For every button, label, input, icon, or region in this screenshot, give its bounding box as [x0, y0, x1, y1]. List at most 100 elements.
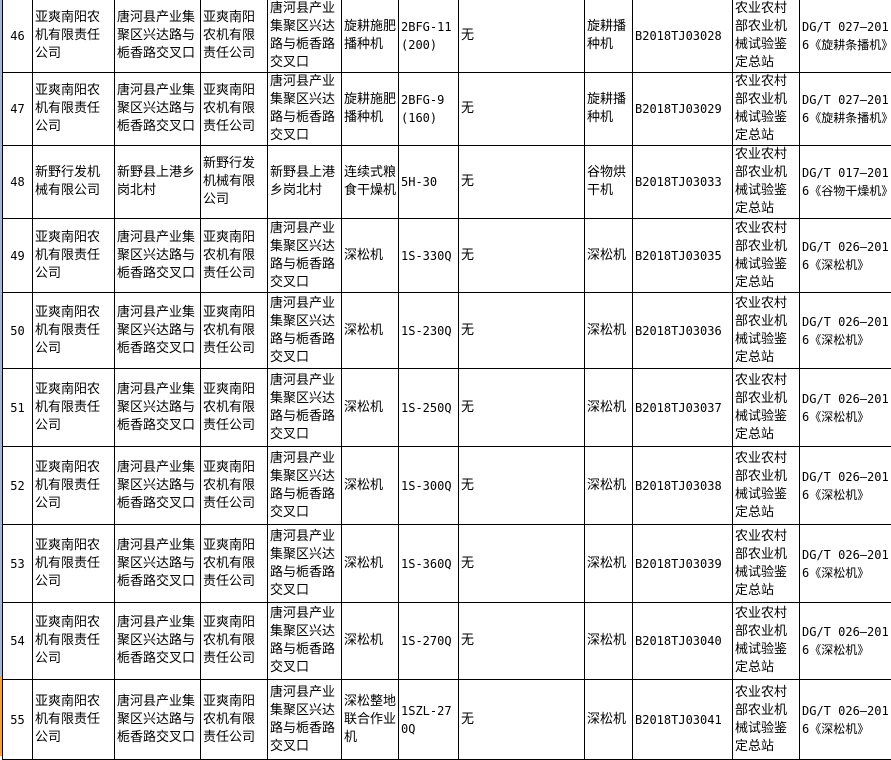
category-cell[interactable]: 深松机: [585, 293, 633, 369]
company-name-cell[interactable]: 亚爽南阳农机有限责任公司: [33, 219, 115, 293]
row-number-cell[interactable]: 52: [3, 447, 33, 525]
certificate-number-cell[interactable]: B2018TJ03028: [633, 0, 733, 73]
standard-cell[interactable]: DG/T 026—2016《深松机》: [800, 293, 891, 369]
testing-organization-cell[interactable]: 农业农村部农业机械试验鉴定总站: [733, 447, 800, 525]
certificate-number-cell[interactable]: B2018TJ03029: [633, 73, 733, 146]
category-cell[interactable]: 旋耕播种机: [585, 73, 633, 146]
manufacturer-cell[interactable]: 新野行发机械有限公司: [201, 146, 268, 219]
standard-cell[interactable]: DG/T 026—2016《深松机》: [800, 603, 891, 680]
company-name-cell[interactable]: 新野行发机械有限公司: [33, 146, 115, 219]
manufacturer-address-cell[interactable]: 唐河县产业集聚区兴达路与栀香路交叉口: [268, 0, 342, 73]
testing-organization-cell[interactable]: 农业农村部农业机械试验鉴定总站: [733, 0, 800, 73]
category-cell[interactable]: 深松机: [585, 219, 633, 293]
standard-cell[interactable]: DG/T 026—2016《深松机》: [800, 219, 891, 293]
product-name-cell[interactable]: 深松机: [342, 525, 399, 603]
certificate-number-cell[interactable]: B2018TJ03038: [633, 447, 733, 525]
standard-cell[interactable]: DG/T 017—2016《谷物干燥机》: [800, 146, 891, 219]
manufacturer-cell[interactable]: 亚爽南阳农机有限责任公司: [201, 219, 268, 293]
certificate-number-cell[interactable]: B2018TJ03035: [633, 219, 733, 293]
standard-cell[interactable]: DG/T 026—2016《深松机》: [800, 369, 891, 447]
product-name-cell[interactable]: 深松机: [342, 369, 399, 447]
certificate-number-cell[interactable]: B2018TJ03040: [633, 603, 733, 680]
product-model-cell[interactable]: 1S-360Q: [399, 525, 459, 603]
company-name-cell[interactable]: 亚爽南阳农机有限责任公司: [33, 680, 115, 760]
certificate-number-cell[interactable]: B2018TJ03036: [633, 293, 733, 369]
manufacturer-address-cell[interactable]: 唐河县产业集聚区兴达路与栀香路交叉口: [268, 73, 342, 146]
company-name-cell[interactable]: 亚爽南阳农机有限责任公司: [33, 293, 115, 369]
row-number-cell[interactable]: 46: [3, 0, 33, 73]
testing-organization-cell[interactable]: 农业农村部农业机械试验鉴定总站: [733, 219, 800, 293]
company-name-cell[interactable]: 亚爽南阳农机有限责任公司: [33, 603, 115, 680]
row-number-cell[interactable]: 54: [3, 603, 33, 680]
company-address-cell[interactable]: 新野县上港乡岗北村: [115, 146, 201, 219]
company-name-cell[interactable]: 亚爽南阳农机有限责任公司: [33, 73, 115, 146]
company-address-cell[interactable]: 唐河县产业集聚区兴达路与栀香路交叉口: [115, 0, 201, 73]
company-address-cell[interactable]: 唐河县产业集聚区兴达路与栀香路交叉口: [115, 219, 201, 293]
testing-organization-cell[interactable]: 农业农村部农业机械试验鉴定总站: [733, 680, 800, 760]
note-cell[interactable]: 无: [459, 603, 585, 680]
certificate-number-cell[interactable]: B2018TJ03033: [633, 146, 733, 219]
product-model-cell[interactable]: 1S-270Q: [399, 603, 459, 680]
note-cell[interactable]: 无: [459, 0, 585, 73]
testing-organization-cell[interactable]: 农业农村部农业机械试验鉴定总站: [733, 603, 800, 680]
row-number-cell[interactable]: 51: [3, 369, 33, 447]
category-cell[interactable]: 旋耕播种机: [585, 0, 633, 73]
product-model-cell[interactable]: 1S-330Q: [399, 219, 459, 293]
row-number-cell[interactable]: 55: [3, 680, 33, 760]
certificate-number-cell[interactable]: B2018TJ03041: [633, 680, 733, 760]
category-cell[interactable]: 谷物烘干机: [585, 146, 633, 219]
manufacturer-address-cell[interactable]: 唐河县产业集聚区兴达路与栀香路交叉口: [268, 293, 342, 369]
category-cell[interactable]: 深松机: [585, 447, 633, 525]
company-name-cell[interactable]: 亚爽南阳农机有限责任公司: [33, 0, 115, 73]
product-name-cell[interactable]: 深松机: [342, 447, 399, 525]
note-cell[interactable]: 无: [459, 447, 585, 525]
manufacturer-address-cell[interactable]: 唐河县产业集聚区兴达路与栀香路交叉口: [268, 219, 342, 293]
manufacturer-address-cell[interactable]: 唐河县产业集聚区兴达路与栀香路交叉口: [268, 369, 342, 447]
company-address-cell[interactable]: 唐河县产业集聚区兴达路与栀香路交叉口: [115, 680, 201, 760]
company-name-cell[interactable]: 亚爽南阳农机有限责任公司: [33, 525, 115, 603]
row-number-cell[interactable]: 53: [3, 525, 33, 603]
row-number-cell[interactable]: 48: [3, 146, 33, 219]
category-cell[interactable]: 深松机: [585, 525, 633, 603]
product-model-cell[interactable]: 5H-30: [399, 146, 459, 219]
product-model-cell[interactable]: 1S-300Q: [399, 447, 459, 525]
manufacturer-cell[interactable]: 亚爽南阳农机有限责任公司: [201, 73, 268, 146]
category-cell[interactable]: 深松机: [585, 680, 633, 760]
note-cell[interactable]: 无: [459, 219, 585, 293]
product-name-cell[interactable]: 旋耕施肥播种机: [342, 73, 399, 146]
manufacturer-cell[interactable]: 亚爽南阳农机有限责任公司: [201, 369, 268, 447]
certificate-number-cell[interactable]: B2018TJ03037: [633, 369, 733, 447]
category-cell[interactable]: 深松机: [585, 369, 633, 447]
product-name-cell[interactable]: 深松机: [342, 603, 399, 680]
row-number-cell[interactable]: 50: [3, 293, 33, 369]
note-cell[interactable]: 无: [459, 73, 585, 146]
company-address-cell[interactable]: 唐河县产业集聚区兴达路与栀香路交叉口: [115, 603, 201, 680]
company-address-cell[interactable]: 唐河县产业集聚区兴达路与栀香路交叉口: [115, 293, 201, 369]
testing-organization-cell[interactable]: 农业农村部农业机械试验鉴定总站: [733, 73, 800, 146]
note-cell[interactable]: 无: [459, 146, 585, 219]
manufacturer-cell[interactable]: 亚爽南阳农机有限责任公司: [201, 525, 268, 603]
manufacturer-address-cell[interactable]: 唐河县产业集聚区兴达路与栀香路交叉口: [268, 603, 342, 680]
testing-organization-cell[interactable]: 农业农村部农业机械试验鉴定总站: [733, 369, 800, 447]
row-number-cell[interactable]: 49: [3, 219, 33, 293]
testing-organization-cell[interactable]: 农业农村部农业机械试验鉴定总站: [733, 146, 800, 219]
manufacturer-cell[interactable]: 亚爽南阳农机有限责任公司: [201, 603, 268, 680]
manufacturer-cell[interactable]: 亚爽南阳农机有限责任公司: [201, 0, 268, 73]
manufacturer-cell[interactable]: 亚爽南阳农机有限责任公司: [201, 680, 268, 760]
note-cell[interactable]: 无: [459, 525, 585, 603]
standard-cell[interactable]: DG/T 027—2016《旋耕条播机》: [800, 73, 891, 146]
certificate-number-cell[interactable]: B2018TJ03039: [633, 525, 733, 603]
manufacturer-address-cell[interactable]: 唐河县产业集聚区兴达路与栀香路交叉口: [268, 525, 342, 603]
product-model-cell[interactable]: 1SZL-270Q: [399, 680, 459, 760]
product-model-cell[interactable]: 2BFG-11(200): [399, 0, 459, 73]
testing-organization-cell[interactable]: 农业农村部农业机械试验鉴定总站: [733, 525, 800, 603]
standard-cell[interactable]: DG/T 026—2016《深松机》: [800, 447, 891, 525]
company-address-cell[interactable]: 唐河县产业集聚区兴达路与栀香路交叉口: [115, 447, 201, 525]
product-model-cell[interactable]: 1S-230Q: [399, 293, 459, 369]
company-address-cell[interactable]: 唐河县产业集聚区兴达路与栀香路交叉口: [115, 525, 201, 603]
product-name-cell[interactable]: 深松机: [342, 219, 399, 293]
manufacturer-cell[interactable]: 亚爽南阳农机有限责任公司: [201, 293, 268, 369]
standard-cell[interactable]: DG/T 026—2016《深松机》: [800, 525, 891, 603]
manufacturer-cell[interactable]: 亚爽南阳农机有限责任公司: [201, 447, 268, 525]
category-cell[interactable]: 深松机: [585, 603, 633, 680]
